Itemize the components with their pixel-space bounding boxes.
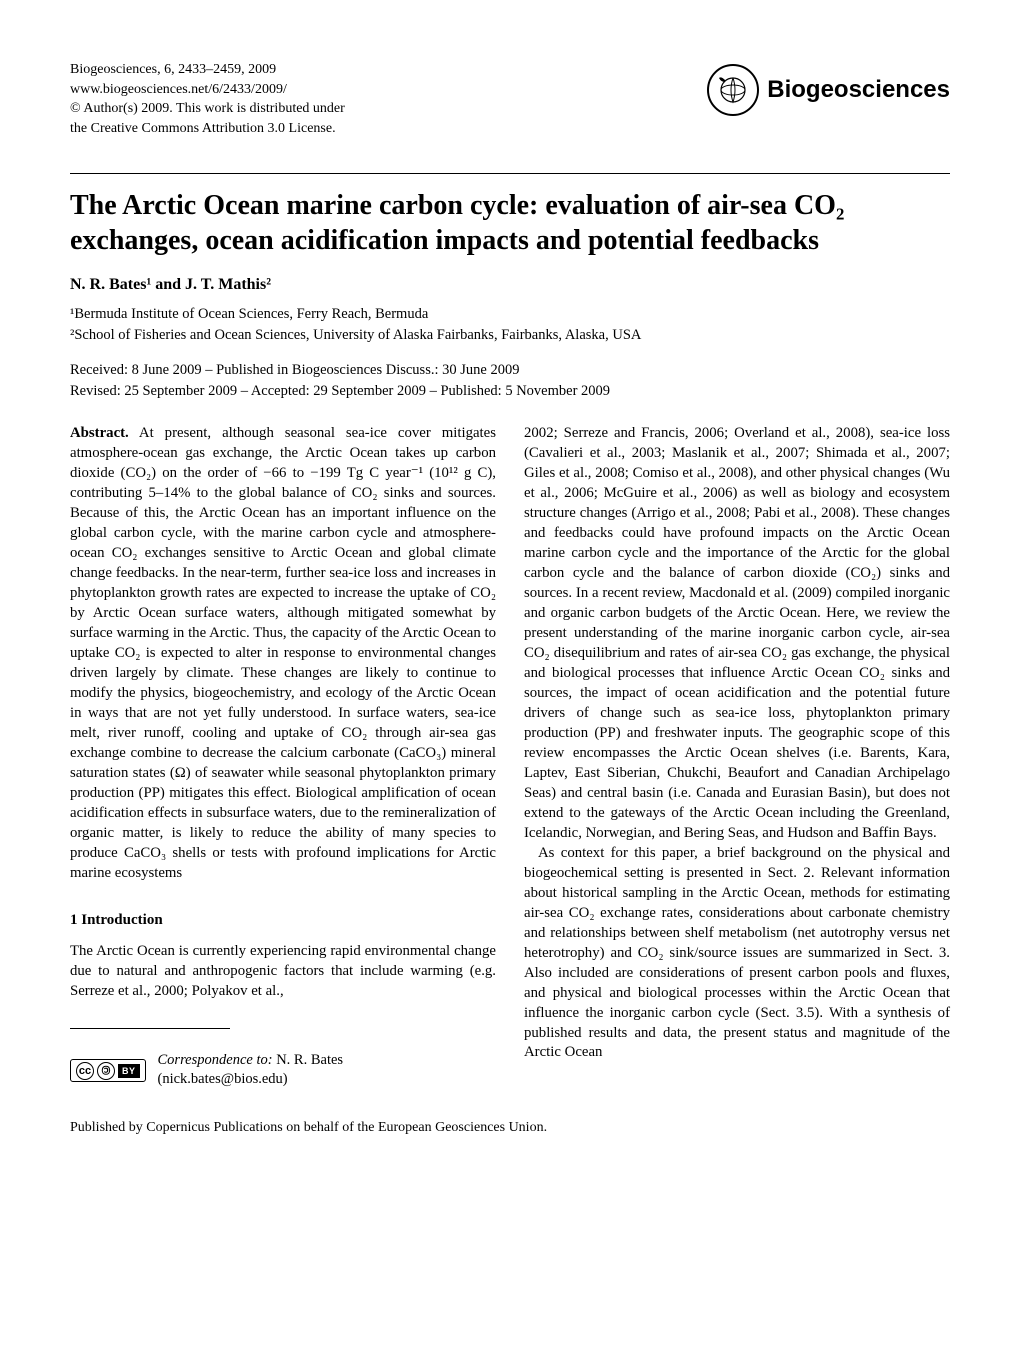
cc-by-circle-icon: 🄯 <box>97 1062 115 1080</box>
correspondence-rule <box>70 1028 230 1029</box>
abstract-label: Abstract. <box>70 425 129 441</box>
correspondence-name: N. R. Bates <box>276 1052 343 1068</box>
right-column: 2002; Serreze and Francis, 2006; Overlan… <box>524 424 950 1090</box>
license-line: the Creative Commons Attribution 3.0 Lic… <box>70 119 345 139</box>
affiliation-2: ²School of Fisheries and Ocean Sciences,… <box>70 325 950 346</box>
affiliation-1: ¹Bermuda Institute of Ocean Sciences, Fe… <box>70 304 950 325</box>
correspondence-email: (nick.bates@bios.edu) <box>158 1071 288 1087</box>
correspondence-block: cc 🄯 BY Correspondence to: N. R. Bates (… <box>70 1051 496 1090</box>
correspondence-text: Correspondence to: N. R. Bates (nick.bat… <box>158 1051 344 1090</box>
intro-paragraph-2: 2002; Serreze and Francis, 2006; Overlan… <box>524 424 950 843</box>
intro-paragraph-3: As context for this paper, a brief backg… <box>524 844 950 1064</box>
copyright-line: © Author(s) 2009. This work is distribut… <box>70 99 345 119</box>
article-title: The Arctic Ocean marine carbon cycle: ev… <box>70 188 950 258</box>
correspondence-label: Correspondence to: <box>158 1052 273 1068</box>
citation-line: Biogeosciences, 6, 2433–2459, 2009 <box>70 60 345 80</box>
page-container: Biogeosciences, 6, 2433–2459, 2009 www.b… <box>0 0 1020 1176</box>
dates-line-1: Received: 8 June 2009 – Published in Bio… <box>70 360 950 381</box>
section-1-heading: 1 Introduction <box>70 910 496 930</box>
journal-logo-icon <box>707 64 759 116</box>
abstract-paragraph: Abstract. At present, although seasonal … <box>70 424 496 883</box>
affiliations-block: ¹Bermuda Institute of Ocean Sciences, Fe… <box>70 304 950 346</box>
url-line: www.biogeosciences.net/6/2433/2009/ <box>70 80 345 100</box>
dates-line-2: Revised: 25 September 2009 – Accepted: 2… <box>70 381 950 402</box>
header-row: Biogeosciences, 6, 2433–2459, 2009 www.b… <box>70 60 950 138</box>
footer-line: Published by Copernicus Publications on … <box>70 1120 950 1136</box>
left-column: Abstract. At present, although seasonal … <box>70 424 496 1090</box>
cc-by-label: BY <box>118 1064 140 1078</box>
title-rule <box>70 173 950 174</box>
cc-circle-icon: cc <box>76 1062 94 1080</box>
cc-license-icon: cc 🄯 BY <box>70 1059 146 1082</box>
header-right: Biogeosciences <box>707 60 950 116</box>
intro-paragraph-1: The Arctic Ocean is currently experienci… <box>70 942 496 1002</box>
header-left: Biogeosciences, 6, 2433–2459, 2009 www.b… <box>70 60 345 138</box>
dates-block: Received: 8 June 2009 – Published in Bio… <box>70 360 950 402</box>
leaf-globe-icon <box>715 72 751 108</box>
abstract-text: At present, although seasonal sea-ice co… <box>70 425 496 880</box>
authors-line: N. R. Bates¹ and J. T. Mathis² <box>70 276 950 294</box>
two-column-body: Abstract. At present, although seasonal … <box>70 424 950 1090</box>
journal-name: Biogeosciences <box>767 76 950 104</box>
